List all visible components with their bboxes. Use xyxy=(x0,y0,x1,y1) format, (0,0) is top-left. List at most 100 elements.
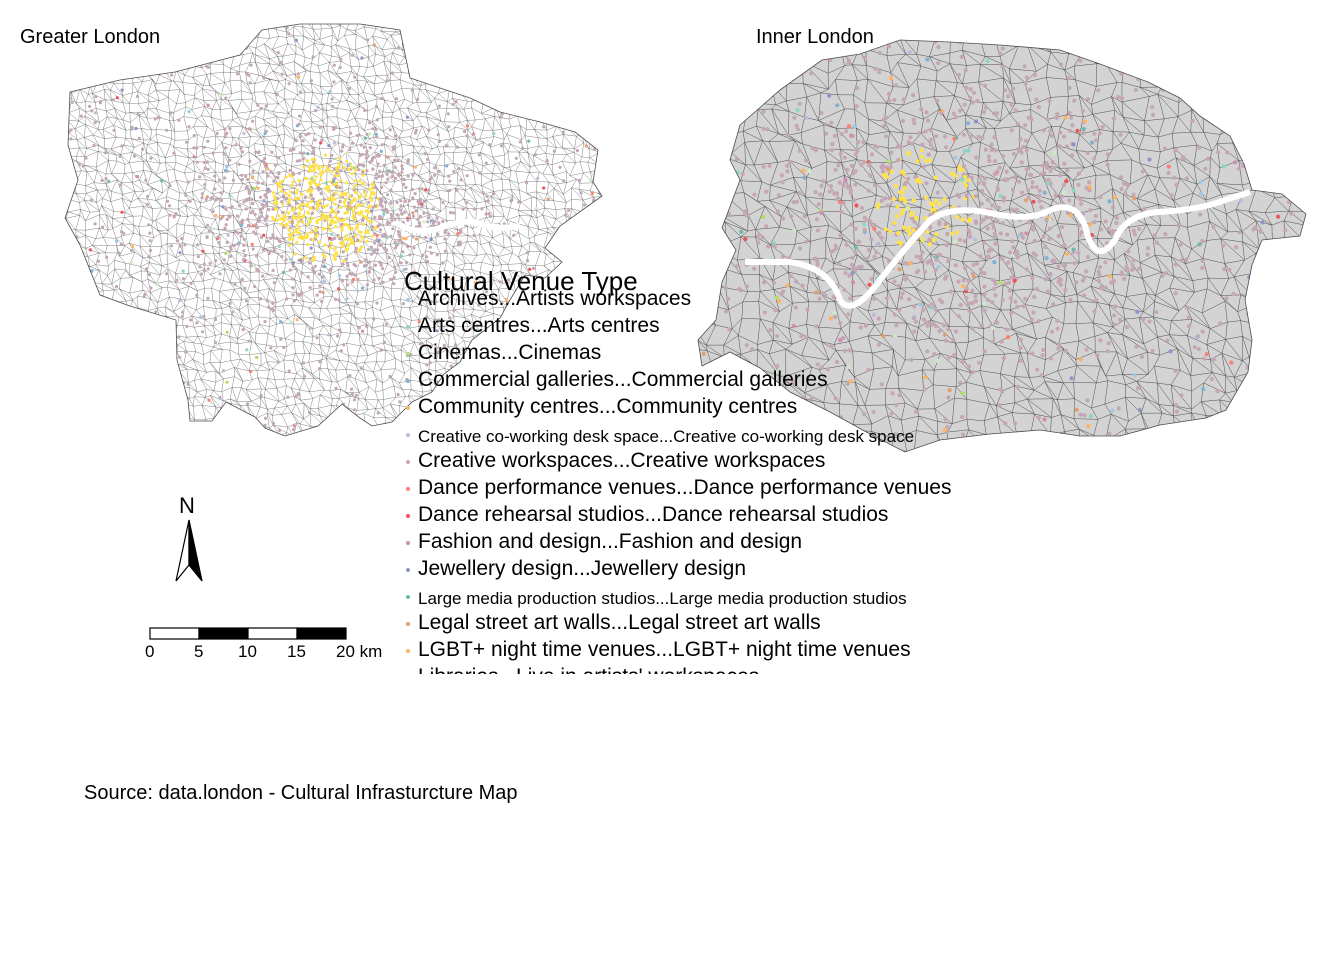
venue-dot xyxy=(214,213,218,218)
venue-dot xyxy=(386,193,390,197)
venue-dot xyxy=(332,167,337,171)
venue-dot xyxy=(849,262,855,267)
venue-dot xyxy=(281,202,285,206)
venue-dot xyxy=(926,118,931,123)
venue-dot xyxy=(180,314,184,319)
venue-dot xyxy=(937,222,942,227)
venue-dot xyxy=(914,254,919,259)
venue-dot xyxy=(323,258,327,262)
venue-dot xyxy=(879,235,884,240)
venue-dot xyxy=(1023,81,1028,86)
venue-dot xyxy=(990,221,995,226)
venue-dot xyxy=(1081,127,1086,132)
venue-dot xyxy=(285,297,289,301)
venue-dot xyxy=(1019,337,1024,342)
venue-dot xyxy=(309,200,314,204)
venue-dot xyxy=(1226,82,1231,87)
venue-dot xyxy=(228,301,232,305)
venue-dot xyxy=(267,251,271,255)
venue-dot xyxy=(239,146,243,150)
inner-london-river xyxy=(745,189,1251,309)
venue-dot xyxy=(1045,117,1050,122)
venue-dot xyxy=(963,68,968,73)
venue-dot xyxy=(206,296,210,300)
venue-dot xyxy=(399,254,403,258)
venue-dot xyxy=(958,108,963,113)
venue-dot xyxy=(288,220,292,224)
venue-dot xyxy=(120,88,124,92)
venue-dot xyxy=(1003,421,1008,426)
venue-dot xyxy=(993,281,998,286)
venue-dot xyxy=(893,432,899,437)
venue-dot xyxy=(153,117,157,121)
venue-dot xyxy=(944,243,950,248)
venue-dot xyxy=(971,262,976,267)
venue-dot xyxy=(541,55,545,59)
venue-dot xyxy=(1009,128,1014,133)
venue-dot xyxy=(1265,309,1271,314)
legend-swatch xyxy=(406,649,410,653)
venue-dot xyxy=(954,215,960,220)
venue-dot xyxy=(399,199,403,203)
venue-dot xyxy=(452,211,456,215)
venue-dot xyxy=(931,202,936,208)
venue-dot xyxy=(298,183,302,187)
venue-dot xyxy=(297,171,301,175)
venue-dot xyxy=(333,211,337,215)
venue-dot xyxy=(259,195,263,199)
venue-dot xyxy=(813,148,819,153)
venue-dot xyxy=(834,246,839,251)
venue-dot xyxy=(136,112,140,116)
venue-dot xyxy=(997,165,1002,170)
venue-dot xyxy=(306,189,310,193)
venue-dot xyxy=(363,136,367,140)
venue-dot xyxy=(177,335,181,339)
venue-dot xyxy=(372,43,376,47)
venue-dot xyxy=(323,265,327,269)
venue-dot xyxy=(914,409,919,414)
venue-dot xyxy=(226,233,230,237)
venue-dot xyxy=(896,283,901,288)
venue-dot xyxy=(907,297,912,302)
venue-dot xyxy=(284,215,288,219)
venue-dot xyxy=(255,226,259,230)
venue-dot xyxy=(999,339,1004,344)
venue-dot xyxy=(554,247,558,251)
venue-dot xyxy=(455,188,459,192)
venue-dot xyxy=(1013,421,1018,426)
venue-dot xyxy=(380,185,384,189)
venue-dot xyxy=(412,246,416,250)
venue-dot xyxy=(1301,282,1306,287)
venue-dot xyxy=(771,280,776,285)
legend-swatch xyxy=(406,595,410,599)
venue-dot xyxy=(933,40,938,45)
venue-dot xyxy=(107,179,111,183)
venue-dot xyxy=(1132,196,1137,201)
venue-dot xyxy=(357,326,361,330)
venue-dot xyxy=(359,245,363,249)
venue-dot xyxy=(867,163,872,168)
venue-dot xyxy=(838,151,843,156)
venue-dot xyxy=(291,191,295,195)
venue-dot xyxy=(315,201,319,205)
venue-dot xyxy=(344,159,349,163)
venue-dot xyxy=(1300,379,1305,385)
venue-dot xyxy=(1201,356,1207,361)
venue-dot xyxy=(294,197,298,201)
venue-dot xyxy=(288,216,292,220)
venue-dot xyxy=(872,183,878,188)
venue-dot xyxy=(271,421,275,426)
venue-dot xyxy=(461,88,465,92)
venue-dot xyxy=(883,134,889,139)
venue-dot xyxy=(413,274,417,278)
venue-dot xyxy=(364,156,368,160)
venue-dot xyxy=(376,411,380,415)
venue-dot xyxy=(458,243,462,247)
scale-label-20: 20 km xyxy=(336,642,383,661)
venue-dot xyxy=(845,185,850,190)
venue-dot xyxy=(171,382,175,387)
venue-dot xyxy=(380,234,384,238)
venue-dot xyxy=(1110,205,1116,210)
venue-dot xyxy=(391,205,395,209)
venue-dot xyxy=(371,205,375,209)
